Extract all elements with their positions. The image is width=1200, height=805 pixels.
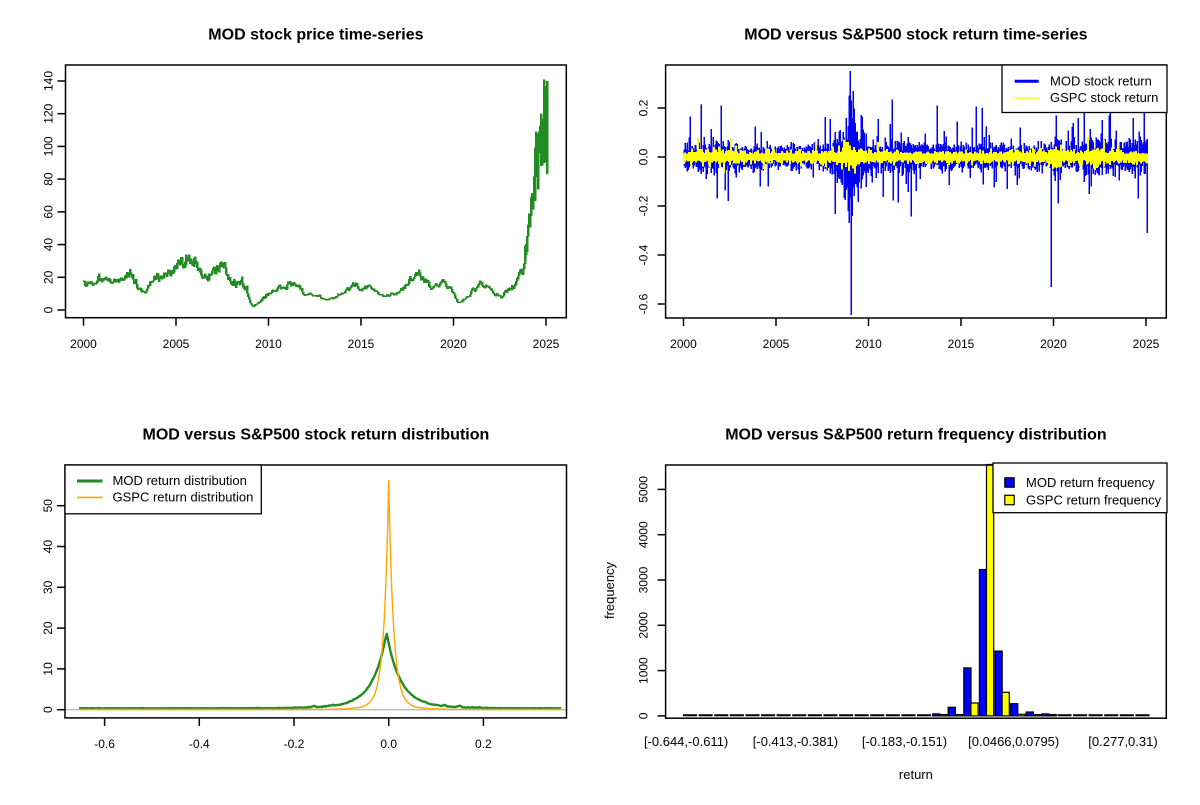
svg-text:MOD return frequency: MOD return frequency — [1026, 475, 1155, 490]
svg-text:[0.0466,0.0795): [0.0466,0.0795) — [968, 734, 1059, 749]
svg-text:MOD versus S&P500 stock return: MOD versus S&P500 stock return distribut… — [143, 427, 490, 444]
svg-text:-0.4: -0.4 — [637, 244, 651, 265]
svg-text:return: return — [899, 767, 933, 782]
svg-text:MOD stock price time-series: MOD stock price time-series — [208, 27, 423, 44]
svg-text:-0.4: -0.4 — [189, 737, 210, 751]
svg-text:2010: 2010 — [855, 337, 882, 351]
svg-text:0.2: 0.2 — [475, 737, 492, 751]
svg-text:MOD stock return: MOD stock return — [1050, 73, 1152, 88]
svg-text:2000: 2000 — [70, 337, 97, 351]
svg-text:2025: 2025 — [533, 337, 560, 351]
svg-text:2015: 2015 — [348, 337, 375, 351]
svg-text:2020: 2020 — [440, 337, 467, 351]
svg-text:2005: 2005 — [163, 337, 190, 351]
svg-text:50: 50 — [41, 499, 55, 513]
svg-text:0: 0 — [41, 706, 55, 713]
svg-text:4000: 4000 — [637, 521, 651, 548]
svg-text:[0.277,0.31): [0.277,0.31) — [1088, 734, 1157, 749]
svg-text:120: 120 — [42, 103, 56, 123]
svg-text:80: 80 — [42, 172, 56, 186]
svg-text:40: 40 — [41, 540, 55, 554]
svg-text:-0.6: -0.6 — [637, 293, 651, 314]
svg-text:0.0: 0.0 — [380, 737, 397, 751]
svg-text:2020: 2020 — [1040, 337, 1067, 351]
svg-text:60: 60 — [42, 205, 56, 219]
svg-text:MOD versus S&P500 stock return: MOD versus S&P500 stock return time-seri… — [744, 27, 1087, 44]
svg-text:-0.2: -0.2 — [637, 195, 651, 216]
svg-text:2025: 2025 — [1133, 337, 1160, 351]
svg-text:30: 30 — [41, 580, 55, 594]
svg-text:frequency: frequency — [602, 561, 617, 619]
svg-text:2010: 2010 — [255, 337, 282, 351]
svg-text:[-0.644,-0.611): [-0.644,-0.611) — [644, 734, 728, 749]
svg-text:1000: 1000 — [637, 657, 651, 684]
svg-text:2005: 2005 — [763, 337, 790, 351]
svg-text:2015: 2015 — [948, 337, 975, 351]
svg-text:[-0.183,-0.151): [-0.183,-0.151) — [862, 734, 947, 749]
svg-text:GSPC return distribution: GSPC return distribution — [113, 490, 254, 505]
svg-text:100: 100 — [42, 136, 56, 156]
svg-text:10: 10 — [41, 662, 55, 676]
svg-text:20: 20 — [42, 270, 56, 284]
svg-text:2000: 2000 — [670, 337, 697, 351]
svg-text:-0.2: -0.2 — [284, 737, 305, 751]
svg-text:2000: 2000 — [637, 612, 651, 639]
svg-text:GSPC return frequency: GSPC return frequency — [1026, 492, 1162, 507]
svg-text:5000: 5000 — [637, 476, 651, 503]
svg-text:3000: 3000 — [637, 566, 651, 593]
svg-text:140: 140 — [42, 71, 56, 91]
svg-text:GSPC stock return: GSPC stock return — [1050, 90, 1158, 105]
svg-text:0.0: 0.0 — [637, 148, 651, 165]
svg-text:-0.6: -0.6 — [94, 737, 115, 751]
svg-text:0: 0 — [42, 306, 56, 313]
svg-text:20: 20 — [41, 621, 55, 635]
svg-text:40: 40 — [42, 238, 56, 252]
svg-text:0: 0 — [637, 712, 651, 719]
svg-text:[-0.413,-0.381): [-0.413,-0.381) — [753, 734, 838, 749]
svg-text:MOD versus S&P500 return frequ: MOD versus S&P500 return frequency distr… — [725, 427, 1106, 444]
svg-text:MOD return distribution: MOD return distribution — [113, 473, 247, 488]
svg-text:0.2: 0.2 — [637, 99, 651, 116]
